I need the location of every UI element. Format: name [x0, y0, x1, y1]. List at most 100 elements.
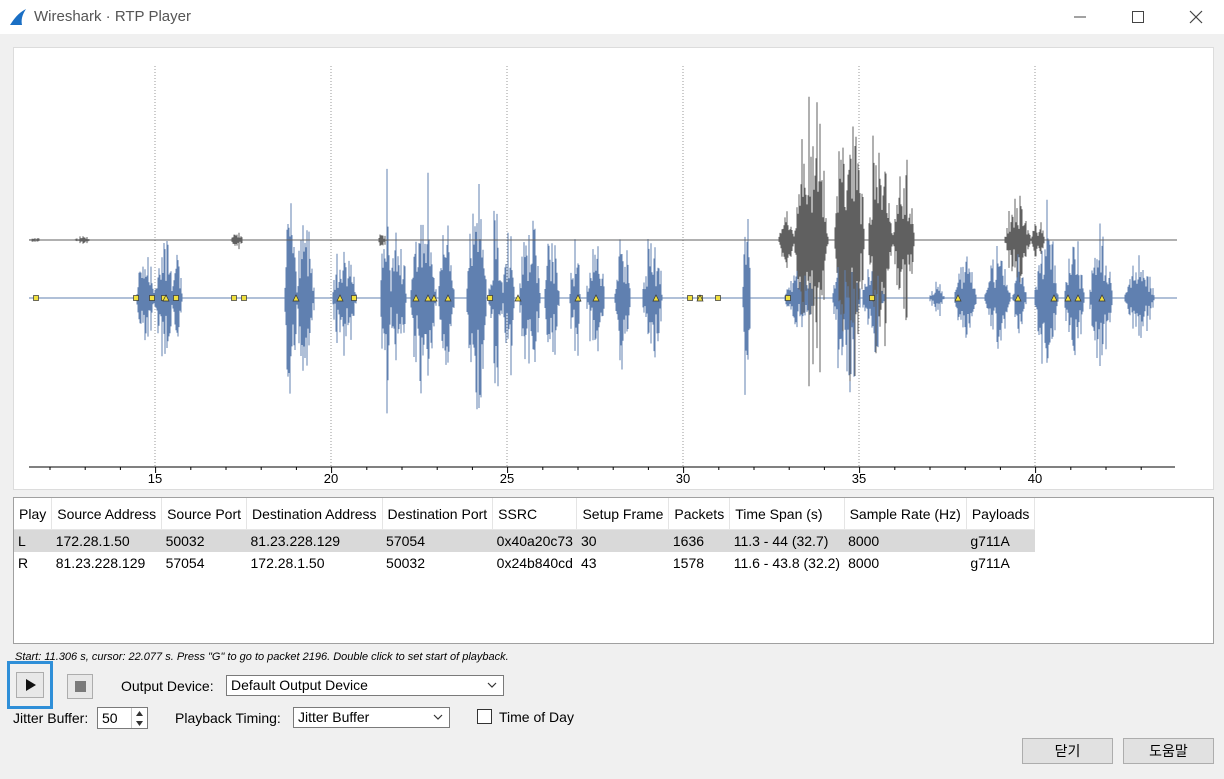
- playback-timing-select[interactable]: Jitter Buffer: [293, 707, 450, 728]
- packet-marker-square: [785, 295, 791, 301]
- column-header[interactable]: Time Span (s): [729, 498, 845, 530]
- packet-marker-triangle: [412, 294, 420, 302]
- table-cell: 0x40a20c73: [492, 529, 577, 552]
- x-tick-label: 35: [852, 471, 866, 486]
- waveform-canvas[interactable]: 15 20 25 30 35 40: [14, 48, 1213, 489]
- spin-up-icon[interactable]: [132, 708, 147, 718]
- table-cell: 172.28.1.50: [250, 555, 325, 571]
- column-header[interactable]: Setup Frame: [576, 498, 670, 530]
- title-bar: Wireshark · RTP Player: [0, 0, 1224, 34]
- table-row[interactable]: R 81.23.228.129 57054 172.28.1.50 50032 0x24b…: [14, 552, 1035, 574]
- packet-marker-triangle: [1074, 294, 1082, 302]
- packet-marker-triangle: [336, 294, 344, 302]
- table-cell: 50032: [161, 529, 247, 552]
- time-of-day-checkbox[interactable]: [477, 709, 492, 724]
- table-cell: 50032: [386, 555, 425, 571]
- column-header[interactable]: Play: [14, 498, 53, 530]
- chevron-down-icon: [433, 714, 443, 720]
- status-hint: Start: 11.306 s, cursor: 22.077 s. Press…: [15, 651, 509, 663]
- column-header[interactable]: Destination Port: [382, 498, 494, 530]
- column-header[interactable]: Source Address: [51, 498, 163, 530]
- output-device-label: Output Device:: [121, 678, 214, 694]
- column-header[interactable]: Sample Rate (Hz): [844, 498, 967, 530]
- table-cell: 1578: [672, 555, 705, 571]
- table-cell: g711A: [970, 555, 1010, 571]
- packet-marker-triangle: [592, 294, 600, 302]
- table-cell: 172.28.1.50: [51, 529, 162, 552]
- packet-marker-square: [869, 295, 875, 301]
- packet-marker-triangle: [696, 294, 704, 302]
- packet-marker-triangle: [424, 294, 432, 302]
- x-tick-label: 25: [500, 471, 514, 486]
- packet-marker-triangle: [1050, 294, 1058, 302]
- stop-button[interactable]: [67, 674, 93, 699]
- table-row[interactable]: L 172.28.1.50 50032 81.23.228.129 57054 0x40a…: [14, 529, 1035, 552]
- table-cell: 81.23.228.129: [55, 555, 146, 571]
- jitter-buffer-spinbox[interactable]: 50: [97, 707, 148, 729]
- table-cell: 8000: [844, 529, 967, 552]
- packet-marker-square: [149, 295, 155, 301]
- packet-marker-triangle: [444, 294, 452, 302]
- packet-marker-triangle: [292, 294, 300, 302]
- column-header[interactable]: Packets: [668, 498, 731, 530]
- table-cell: 81.23.228.129: [246, 529, 383, 552]
- window-title: Wireshark · RTP Player: [34, 8, 191, 25]
- table-cell: 11.6 - 43.8 (32.2): [733, 555, 841, 571]
- column-header[interactable]: Destination Address: [246, 498, 383, 530]
- table-cell: 8000: [848, 555, 880, 571]
- table-cell: 1636: [668, 529, 730, 552]
- packet-marker-square: [241, 295, 247, 301]
- column-header[interactable]: SSRC: [492, 498, 578, 530]
- jitter-buffer-value[interactable]: 50: [102, 710, 118, 726]
- packet-marker-triangle: [162, 294, 170, 302]
- waveform-plot[interactable]: 15 20 25 30 35 40: [13, 47, 1214, 490]
- packet-marker-triangle: [430, 294, 438, 302]
- table-cell: g711A: [966, 529, 1035, 552]
- x-tick-label: 20: [324, 471, 338, 486]
- minimize-icon[interactable]: [1050, 0, 1110, 34]
- left-channel-waveform: [136, 168, 1155, 414]
- table-cell: 0x24b840cd: [496, 555, 573, 571]
- output-device-select[interactable]: Default Output Device: [226, 675, 504, 696]
- x-tick-label: 15: [148, 471, 162, 486]
- table-cell: 30: [576, 529, 669, 552]
- maximize-icon[interactable]: [1108, 0, 1168, 34]
- close-icon[interactable]: [1166, 0, 1224, 34]
- packet-marker-square: [33, 295, 39, 301]
- packet-marker-square: [487, 295, 493, 301]
- playback-timing-label: Playback Timing:: [175, 710, 281, 726]
- chevron-down-icon: [487, 682, 497, 688]
- table-cell: 11.3 - 44 (32.7): [729, 529, 845, 552]
- table-cell: 57054: [165, 555, 205, 571]
- x-tick-label: 30: [676, 471, 690, 486]
- packet-marker-square: [173, 295, 179, 301]
- packet-marker-square: [231, 295, 237, 301]
- jitter-buffer-label: Jitter Buffer:: [13, 710, 89, 726]
- packet-marker-triangle: [574, 294, 582, 302]
- packet-marker-triangle: [652, 294, 660, 302]
- close-button[interactable]: 닫기: [1022, 738, 1113, 764]
- packet-marker-square: [351, 295, 357, 301]
- packet-marker-triangle: [1098, 294, 1106, 302]
- table-cell: R: [18, 555, 29, 571]
- right-channel-waveform: [29, 96, 1045, 387]
- packet-marker-triangle: [1064, 294, 1072, 302]
- packet-marker-triangle: [954, 294, 962, 302]
- spin-down-icon[interactable]: [132, 718, 147, 728]
- time-of-day-label[interactable]: Time of Day: [499, 709, 574, 725]
- x-tick-label: 40: [1028, 471, 1042, 486]
- packet-marker-square: [133, 295, 139, 301]
- column-header[interactable]: Payloads: [966, 498, 1036, 530]
- table-header-row: Play Source Address Source Port Destination…: [14, 498, 1036, 530]
- stream-table[interactable]: Play Source Address Source Port Destination…: [13, 497, 1214, 644]
- play-icon: [26, 679, 36, 691]
- packet-marker-square: [715, 295, 721, 301]
- table-cell: 57054: [382, 529, 493, 552]
- wireshark-fin-icon: [10, 9, 26, 25]
- help-button[interactable]: 도움말: [1123, 738, 1214, 764]
- column-header[interactable]: Source Port: [161, 498, 248, 530]
- stop-icon: [74, 681, 86, 692]
- play-button[interactable]: [7, 661, 53, 709]
- packet-marker-triangle: [514, 294, 522, 302]
- table-cell: 43: [580, 555, 597, 571]
